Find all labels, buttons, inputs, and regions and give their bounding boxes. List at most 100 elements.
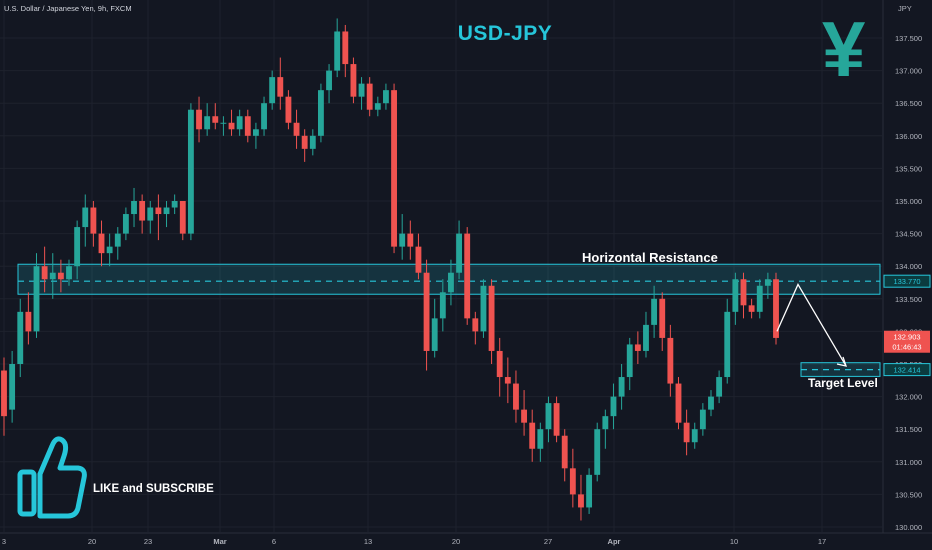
candle: [204, 103, 211, 136]
candle-body: [228, 122, 235, 130]
candle-body: [480, 285, 487, 332]
candle-body: [602, 416, 609, 430]
candle-body: [618, 377, 625, 397]
candle: [147, 201, 154, 234]
candle-body: [358, 83, 365, 97]
candle: [537, 422, 544, 462]
candle-body: [716, 377, 723, 397]
candle-body: [25, 311, 32, 332]
candle-body: [529, 422, 536, 449]
candle: [415, 233, 422, 280]
candle: [277, 57, 284, 110]
candle: [504, 357, 511, 404]
candle: [594, 422, 601, 482]
candle: [643, 311, 649, 358]
candle-body: [261, 103, 267, 130]
price-tick-label: 136.000: [895, 132, 922, 141]
candle: [261, 96, 267, 136]
price-tick-label: 131.000: [895, 458, 922, 467]
resistance-price-tag-text: 133.770: [893, 277, 920, 286]
candle-body: [651, 298, 658, 325]
candle-body: [66, 266, 72, 280]
candle: [553, 396, 560, 443]
candle: [691, 422, 698, 449]
candle-body: [326, 70, 332, 91]
currency-label: JPY: [898, 4, 912, 13]
candle: [17, 298, 24, 378]
candle-body: [139, 201, 146, 221]
candle: [472, 311, 479, 345]
candle-body: [399, 233, 406, 247]
candle: [98, 220, 105, 267]
projection-layer: [776, 283, 847, 367]
candle-body: [667, 337, 674, 384]
candle: [578, 474, 584, 521]
candle-body: [407, 233, 414, 247]
chart-title: USD-JPY: [457, 22, 553, 45]
candle-body: [220, 122, 227, 124]
candle: [179, 201, 186, 241]
candle: [25, 292, 32, 345]
time-tick-label: 6: [272, 537, 276, 546]
candle: [196, 96, 202, 143]
candle: [285, 90, 292, 130]
candle-body: [391, 90, 397, 247]
candle: [326, 64, 332, 104]
candle-body: [383, 90, 389, 104]
candle: [293, 109, 300, 149]
candle-body: [773, 279, 779, 338]
candle-body: [155, 207, 162, 215]
candle: [561, 429, 568, 482]
price-tick-label: 134.500: [895, 230, 922, 239]
candle-body: [366, 83, 373, 110]
candle-body: [285, 96, 292, 123]
time-axis[interactable]: 3 20 23 Mar 6 13 20 27 Apr 10 17: [0, 532, 932, 546]
time-tick-label: 20: [88, 537, 96, 546]
candle: [464, 227, 471, 325]
candle: [342, 24, 349, 78]
time-tick-label: 17: [818, 537, 826, 546]
price-axis[interactable]: 137.500 137.000 136.500 136.000 135.500 135.0…: [882, 0, 931, 533]
time-tick-label: 13: [364, 537, 372, 546]
candle-body: [41, 266, 48, 280]
time-tick-label: 3: [2, 537, 6, 546]
candle: [33, 253, 40, 338]
candle-body: [537, 429, 544, 449]
candle: [513, 370, 519, 423]
candle-body: [82, 207, 89, 228]
time-tick-label: Mar: [213, 537, 226, 546]
candle: [301, 129, 308, 162]
symbol-label[interactable]: U.S. Dollar / Japanese Yen, 9h, FXCM: [4, 4, 132, 13]
candle: [659, 292, 666, 351]
candle: [724, 298, 731, 384]
candle: [252, 122, 259, 149]
candle: [618, 364, 625, 410]
candle-body: [318, 90, 324, 136]
like-subscribe-text: LIKE and SUBSCRIBE: [93, 483, 214, 495]
candle-body: [171, 201, 178, 208]
time-tick-label: 20: [452, 537, 460, 546]
candle-body: [212, 116, 219, 123]
candle: [732, 272, 739, 325]
candle: [1, 357, 7, 436]
projection-path: [776, 283, 847, 367]
candle-body: [374, 103, 381, 110]
candle-body: [740, 279, 747, 306]
candle: [391, 83, 397, 254]
candle-body: [504, 377, 511, 384]
candle: [366, 77, 373, 117]
candle-body: [724, 311, 731, 378]
candle-body: [196, 109, 202, 130]
candle: [521, 390, 528, 436]
candle-body: [699, 409, 706, 430]
candle-body: [236, 116, 243, 130]
candle-body: [448, 272, 454, 293]
price-tick-label: 133.500: [895, 295, 922, 304]
candle: [220, 116, 227, 136]
candle: [773, 272, 779, 345]
target-price-tag-bg: [883, 363, 931, 377]
candle: [423, 259, 430, 371]
candle: [122, 207, 129, 241]
candle: [358, 77, 365, 110]
